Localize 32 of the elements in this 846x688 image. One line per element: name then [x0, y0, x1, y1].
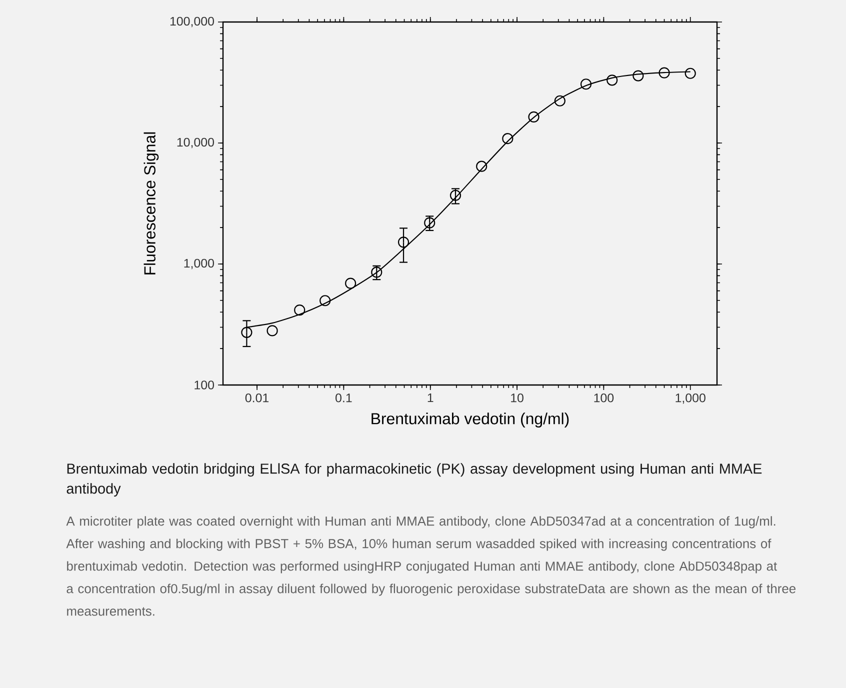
point: [554, 95, 566, 106]
point: [658, 67, 670, 78]
x-tick-label: 0.01: [245, 393, 269, 402]
point: [294, 304, 306, 316]
point: [345, 278, 356, 289]
x-tick-label: 1,000: [676, 393, 706, 404]
point: [502, 133, 514, 144]
x-axis-title: Brentuximab vedotin (ng/ml): [372, 412, 569, 428]
point: [632, 70, 644, 82]
y-tick-label: 1,000: [184, 258, 214, 270]
y-axis-title: Fluorescence Signal: [144, 132, 159, 274]
y-tick-label: 10,000: [177, 138, 214, 148]
point: [476, 160, 488, 172]
point: [424, 217, 436, 228]
y-tick-label: 100,000: [170, 16, 214, 28]
x-tick-label: 1: [428, 393, 434, 402]
point: [450, 190, 462, 201]
point: [266, 325, 278, 336]
text: A microtiter plate was coated overnight with Human anti MMAE antibody, clone AbD50347ad at a concentration of 1ug/ml. After washing and blocking with PBST + 5% BSA, 10% human serum wasadded spiked with increasing concentrations of brentuximab vedotin. Detection was performed usingHRP conjugated Human anti MMAE antibody, clone AbD50348pap at a concentration of0.5ug/ml in assay diluent followed by fluorogenic peroxidase substrateData are shown as the mean of three measurements.: [66, 516, 796, 616]
x-tick-label: 0.1: [336, 393, 352, 402]
point: [528, 111, 540, 122]
text: Brentuximab vedotin bridging ELlSA for pharmacokinetic (PK) assay development using Human anti MMAE antibody: [66, 463, 762, 497]
x-tick-label: 100: [594, 393, 614, 402]
y-tick-label: 100: [194, 380, 214, 390]
point: [320, 295, 331, 306]
point: [580, 78, 592, 90]
point: [684, 68, 696, 79]
point: [606, 74, 618, 86]
point: [371, 266, 382, 278]
point: [398, 236, 410, 248]
point: [241, 326, 252, 338]
x-tick-label: 10: [511, 393, 524, 402]
